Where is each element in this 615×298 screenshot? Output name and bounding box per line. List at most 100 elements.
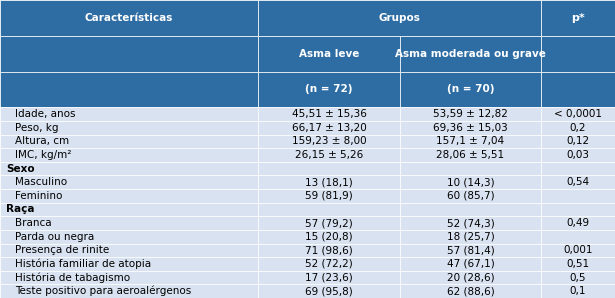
Text: 26,15 ± 5,26: 26,15 ± 5,26 xyxy=(295,150,363,160)
FancyBboxPatch shape xyxy=(541,121,615,134)
FancyBboxPatch shape xyxy=(400,216,541,230)
FancyBboxPatch shape xyxy=(0,216,258,230)
FancyBboxPatch shape xyxy=(400,189,541,203)
Text: 17 (23,6): 17 (23,6) xyxy=(305,273,353,283)
FancyBboxPatch shape xyxy=(0,203,258,216)
FancyBboxPatch shape xyxy=(258,36,400,72)
FancyBboxPatch shape xyxy=(400,257,541,271)
Text: 45,51 ± 15,36: 45,51 ± 15,36 xyxy=(292,109,367,119)
Text: 0,1: 0,1 xyxy=(570,286,586,296)
FancyBboxPatch shape xyxy=(258,162,400,176)
FancyBboxPatch shape xyxy=(400,121,541,134)
FancyBboxPatch shape xyxy=(0,230,258,243)
FancyBboxPatch shape xyxy=(541,271,615,284)
FancyBboxPatch shape xyxy=(400,72,541,107)
Text: 0,001: 0,001 xyxy=(563,245,593,255)
FancyBboxPatch shape xyxy=(400,271,541,284)
FancyBboxPatch shape xyxy=(0,257,258,271)
FancyBboxPatch shape xyxy=(541,230,615,243)
FancyBboxPatch shape xyxy=(541,243,615,257)
FancyBboxPatch shape xyxy=(258,203,400,216)
FancyBboxPatch shape xyxy=(541,162,615,176)
FancyBboxPatch shape xyxy=(400,176,541,189)
Text: 57 (81,4): 57 (81,4) xyxy=(446,245,494,255)
Text: Masculino: Masculino xyxy=(15,177,68,187)
FancyBboxPatch shape xyxy=(0,243,258,257)
FancyBboxPatch shape xyxy=(0,284,258,298)
FancyBboxPatch shape xyxy=(0,0,258,36)
Text: 0,03: 0,03 xyxy=(566,150,590,160)
FancyBboxPatch shape xyxy=(258,107,400,121)
Text: Presença de rinite: Presença de rinite xyxy=(15,245,109,255)
Text: 20 (28,6): 20 (28,6) xyxy=(446,273,494,283)
FancyBboxPatch shape xyxy=(541,189,615,203)
FancyBboxPatch shape xyxy=(400,230,541,243)
Text: 10 (14,3): 10 (14,3) xyxy=(446,177,494,187)
Text: Grupos: Grupos xyxy=(379,13,421,23)
Text: (n = 72): (n = 72) xyxy=(305,84,353,94)
FancyBboxPatch shape xyxy=(0,107,258,121)
Text: Altura, cm: Altura, cm xyxy=(15,136,69,146)
Text: 66,17 ± 13,20: 66,17 ± 13,20 xyxy=(292,123,367,133)
FancyBboxPatch shape xyxy=(258,148,400,162)
FancyBboxPatch shape xyxy=(400,36,541,72)
FancyBboxPatch shape xyxy=(400,107,541,121)
FancyBboxPatch shape xyxy=(541,176,615,189)
Text: 69,36 ± 15,03: 69,36 ± 15,03 xyxy=(433,123,508,133)
Text: < 0,0001: < 0,0001 xyxy=(554,109,602,119)
Text: Asma leve: Asma leve xyxy=(299,49,359,59)
FancyBboxPatch shape xyxy=(541,36,615,72)
FancyBboxPatch shape xyxy=(258,121,400,134)
FancyBboxPatch shape xyxy=(400,243,541,257)
FancyBboxPatch shape xyxy=(0,189,258,203)
Text: 0,51: 0,51 xyxy=(566,259,590,269)
Text: 0,5: 0,5 xyxy=(570,273,586,283)
FancyBboxPatch shape xyxy=(0,36,258,72)
FancyBboxPatch shape xyxy=(541,134,615,148)
FancyBboxPatch shape xyxy=(400,148,541,162)
FancyBboxPatch shape xyxy=(258,0,541,36)
Text: Sexo: Sexo xyxy=(6,164,35,173)
FancyBboxPatch shape xyxy=(258,257,400,271)
FancyBboxPatch shape xyxy=(258,134,400,148)
Text: 159,23 ± 8,00: 159,23 ± 8,00 xyxy=(292,136,367,146)
Text: 57 (79,2): 57 (79,2) xyxy=(305,218,353,228)
FancyBboxPatch shape xyxy=(0,271,258,284)
Text: 60 (85,7): 60 (85,7) xyxy=(446,191,494,201)
FancyBboxPatch shape xyxy=(258,243,400,257)
FancyBboxPatch shape xyxy=(541,203,615,216)
FancyBboxPatch shape xyxy=(541,0,615,36)
FancyBboxPatch shape xyxy=(0,121,258,134)
FancyBboxPatch shape xyxy=(541,284,615,298)
FancyBboxPatch shape xyxy=(400,162,541,176)
FancyBboxPatch shape xyxy=(400,284,541,298)
FancyBboxPatch shape xyxy=(0,72,258,107)
Text: História familiar de atopia: História familiar de atopia xyxy=(15,259,151,269)
FancyBboxPatch shape xyxy=(258,216,400,230)
FancyBboxPatch shape xyxy=(0,162,258,176)
Text: 18 (25,7): 18 (25,7) xyxy=(446,232,494,242)
FancyBboxPatch shape xyxy=(258,72,400,107)
FancyBboxPatch shape xyxy=(541,148,615,162)
FancyBboxPatch shape xyxy=(541,107,615,121)
Text: História de tabagismo: História de tabagismo xyxy=(15,272,130,283)
FancyBboxPatch shape xyxy=(400,134,541,148)
Text: 28,06 ± 5,51: 28,06 ± 5,51 xyxy=(437,150,504,160)
Text: 0,2: 0,2 xyxy=(570,123,586,133)
Text: 0,54: 0,54 xyxy=(566,177,590,187)
FancyBboxPatch shape xyxy=(258,230,400,243)
Text: 13 (18,1): 13 (18,1) xyxy=(305,177,353,187)
Text: Peso, kg: Peso, kg xyxy=(15,123,59,133)
Text: 62 (88,6): 62 (88,6) xyxy=(446,286,494,296)
FancyBboxPatch shape xyxy=(258,271,400,284)
Text: IMC, kg/m²: IMC, kg/m² xyxy=(15,150,72,160)
Text: Feminino: Feminino xyxy=(15,191,63,201)
Text: 71 (98,6): 71 (98,6) xyxy=(305,245,353,255)
Text: Raça: Raça xyxy=(6,204,34,215)
Text: Asma moderada ou grave: Asma moderada ou grave xyxy=(395,49,546,59)
Text: Parda ou negra: Parda ou negra xyxy=(15,232,95,242)
FancyBboxPatch shape xyxy=(258,284,400,298)
FancyBboxPatch shape xyxy=(258,176,400,189)
Text: 0,12: 0,12 xyxy=(566,136,590,146)
FancyBboxPatch shape xyxy=(258,189,400,203)
